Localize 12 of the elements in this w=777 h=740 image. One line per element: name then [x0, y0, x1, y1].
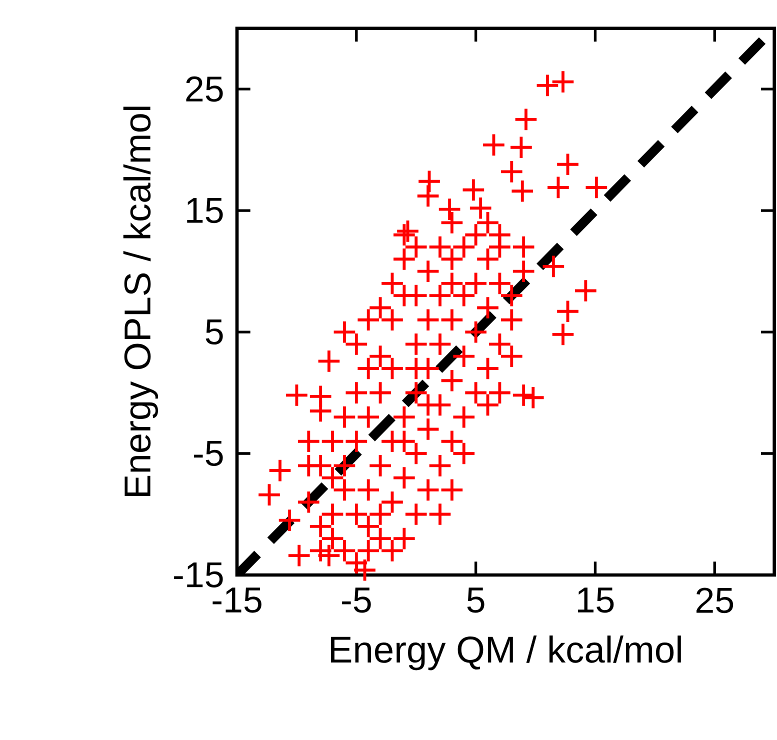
- x-tick-label: 25: [696, 588, 734, 614]
- x-axis-title: Energy QM / kcal/mol: [330, 636, 681, 670]
- x-tick-label: 5: [467, 588, 484, 613]
- x-tick-label: -5: [342, 588, 371, 613]
- x-tick-label: 15: [578, 588, 614, 613]
- y-tick-label: 15: [187, 198, 223, 224]
- x-tick-label: -15: [212, 588, 262, 613]
- y-tick-label: 25: [186, 76, 223, 102]
- y-tick-label: -15: [174, 562, 223, 588]
- y-axis-title: Energy OPLS / kcal/mol: [123, 106, 158, 496]
- y-tick-label: -5: [194, 440, 223, 466]
- y-tick-label: 5: [206, 320, 223, 345]
